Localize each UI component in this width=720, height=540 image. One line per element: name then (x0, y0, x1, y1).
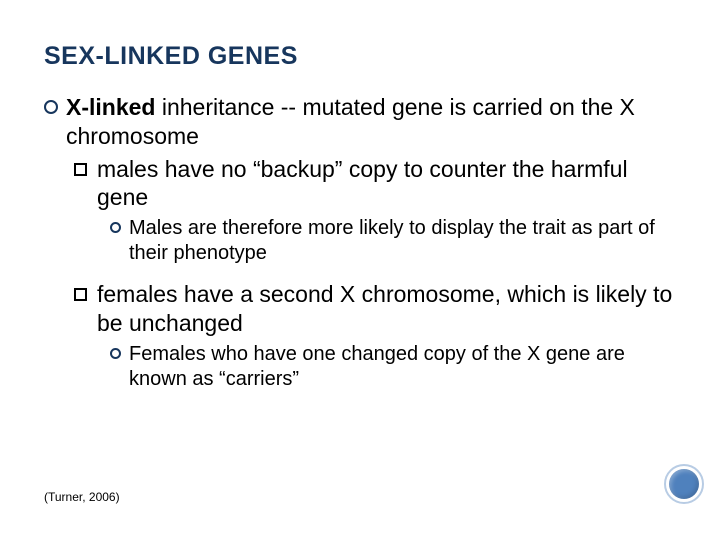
bullet-level2: males have no “backup” copy to counter t… (44, 155, 680, 213)
bullet-text: males have no “backup” copy to counter t… (97, 155, 680, 213)
bullet-level3: Males are therefore more likely to displ… (44, 216, 680, 266)
ring-bullet-icon (44, 100, 58, 114)
bullet-text: X-linked inheritance -- mutated gene is … (66, 93, 680, 151)
square-bullet-icon (74, 288, 87, 301)
bold-term: X-linked (66, 94, 155, 120)
ring-bullet-icon (110, 222, 121, 233)
bullet-text: Males are therefore more likely to displ… (129, 216, 680, 266)
bullet-level2: females have a second X chromosome, whic… (44, 280, 680, 338)
bullet-level3: Females who have one changed copy of the… (44, 342, 680, 392)
citation: (Turner, 2006) (44, 490, 120, 504)
circle-fill (669, 469, 699, 499)
ring-bullet-icon (110, 348, 121, 359)
bullet-level1: X-linked inheritance -- mutated gene is … (44, 93, 680, 151)
square-bullet-icon (74, 163, 87, 176)
slide-title: SEX-LINKED GENES (44, 42, 680, 71)
bullet-text: females have a second X chromosome, whic… (97, 280, 680, 338)
slide: SEX-LINKED GENES X-linked inheritance --… (0, 0, 720, 540)
bullet-text: Females who have one changed copy of the… (129, 342, 680, 392)
decorative-circle-icon (664, 464, 704, 504)
